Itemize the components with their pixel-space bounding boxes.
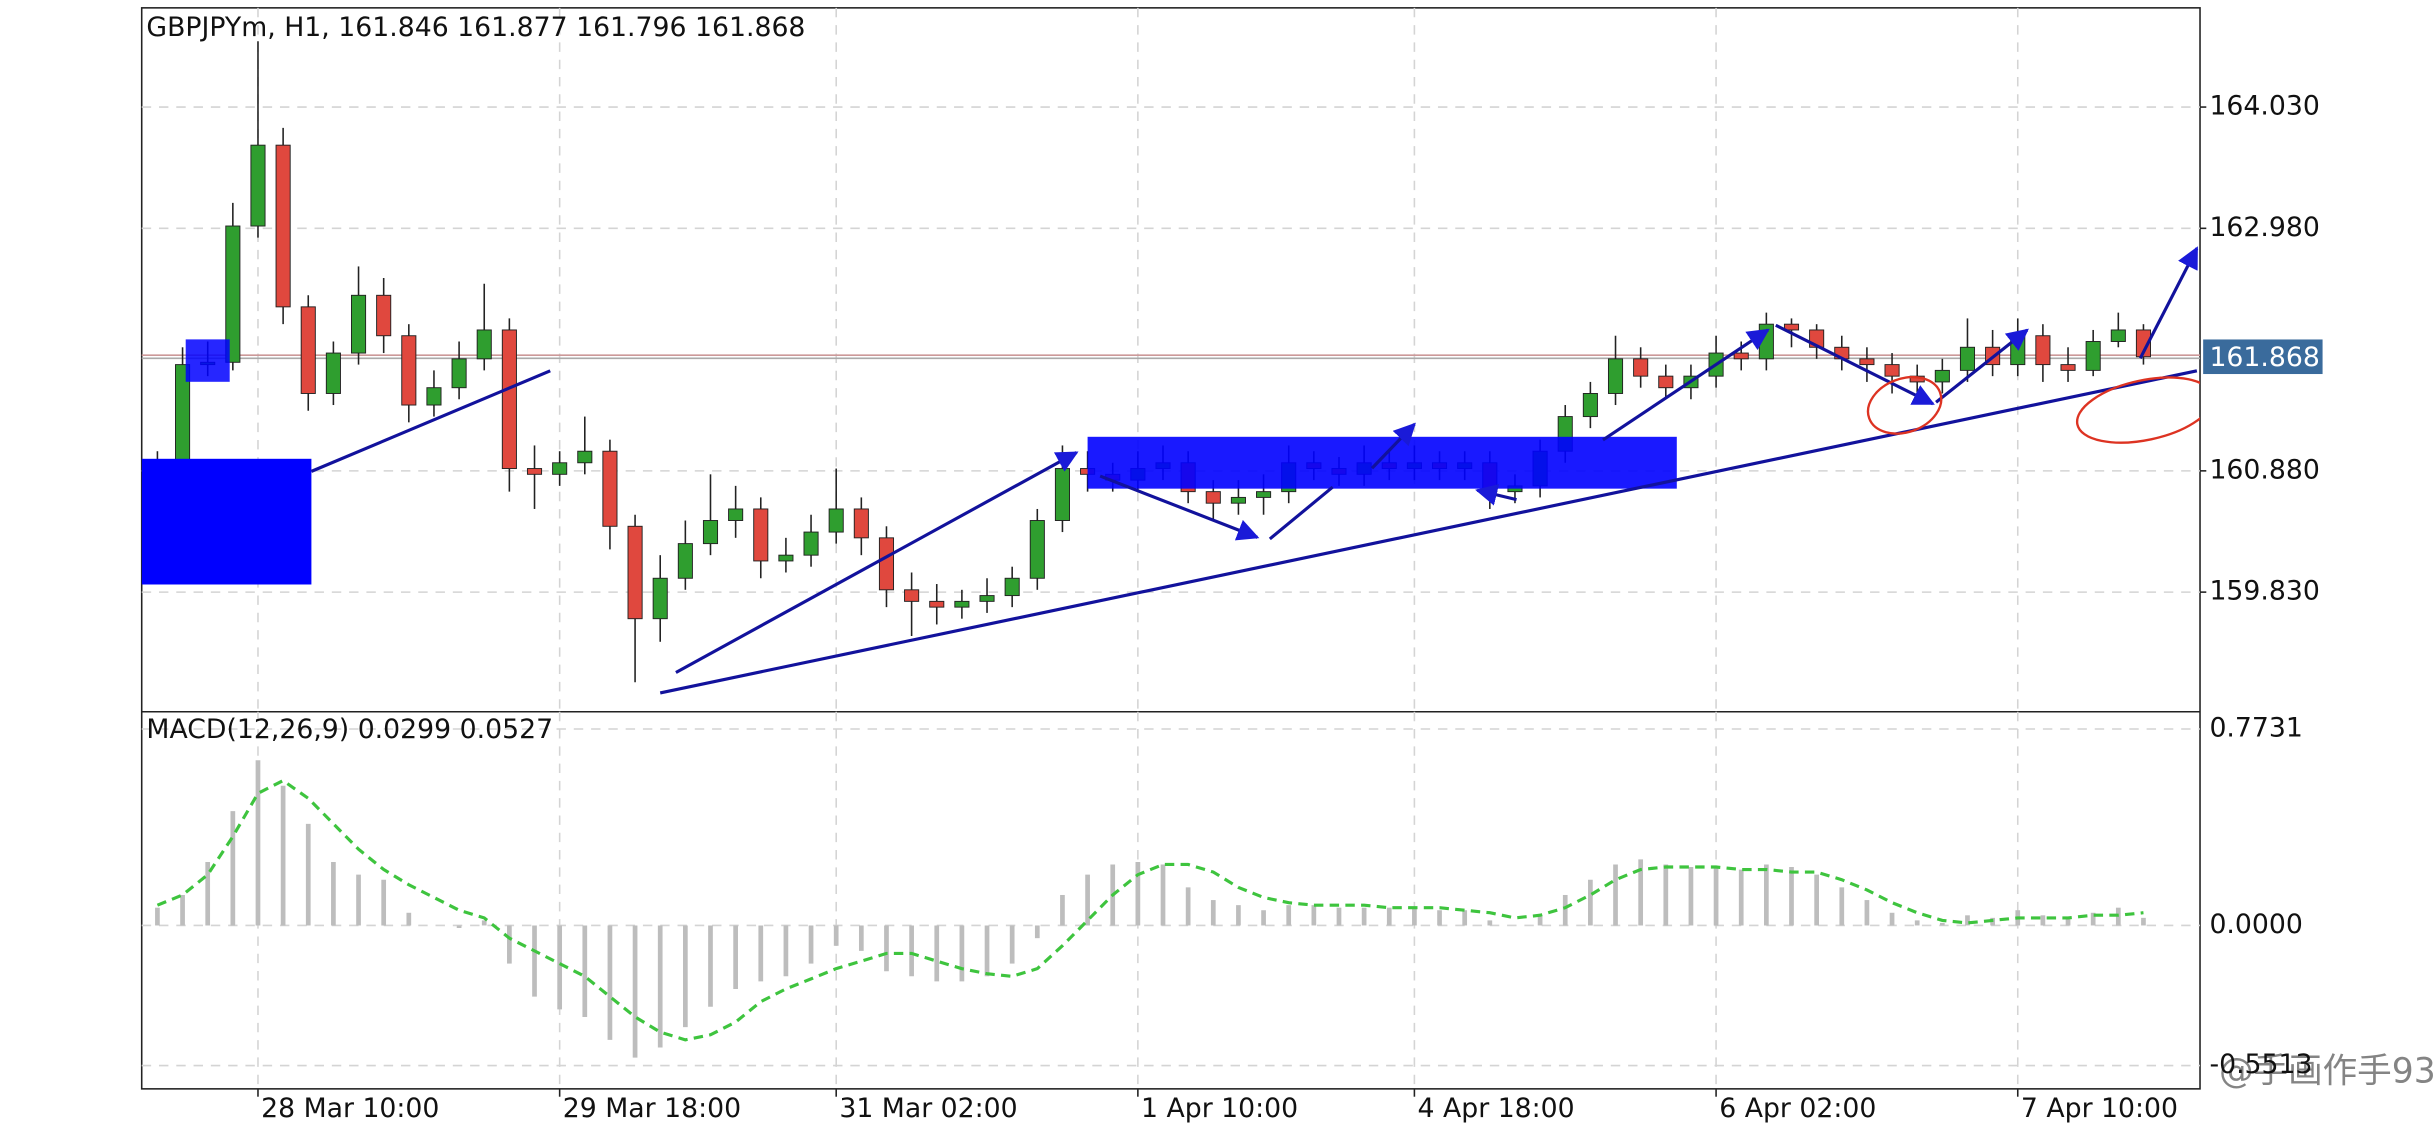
- arrow: [675, 451, 1079, 674]
- zone-box: [185, 339, 230, 382]
- candle-body: [1934, 369, 1950, 383]
- candle-body: [753, 508, 769, 562]
- arrow: [2138, 246, 2199, 359]
- arrow: [1935, 328, 2029, 404]
- trend-line: [659, 369, 2198, 695]
- candle-body: [954, 600, 970, 608]
- x-tick-label: 28 Mar 10:00: [261, 1093, 439, 1124]
- last-price-label: 161.868: [2209, 342, 2319, 373]
- candle-body: [878, 537, 895, 591]
- arrow: [1370, 422, 1416, 470]
- candle-body: [728, 508, 744, 521]
- zone-box: [1087, 436, 1677, 489]
- candle-body: [1859, 358, 1875, 366]
- watermark: @手画作手93: [2219, 1052, 2436, 1092]
- candle-body: [376, 294, 392, 337]
- x-tick-label: 4 Apr 18:00: [1418, 1093, 1575, 1124]
- arrow: [1268, 485, 1334, 541]
- plot-frame: [140, 7, 2201, 1090]
- candle-body: [300, 306, 316, 394]
- x-tick-label: 6 Apr 02:00: [1719, 1093, 1876, 1124]
- candle-body: [526, 468, 543, 475]
- candle-body: [778, 554, 794, 562]
- candle-body: [2060, 364, 2076, 371]
- candle-body: [501, 329, 517, 470]
- candle-body: [1733, 352, 1749, 360]
- chart-title: GBPJPYm, H1, 161.846 161.877 161.796 161…: [146, 12, 805, 43]
- signal-line: [156, 778, 2144, 1042]
- candle-body: [325, 352, 341, 394]
- candle-body: [552, 462, 568, 475]
- candle-body: [476, 329, 492, 360]
- y-tick-label: -0.5513: [2209, 1049, 2312, 1080]
- circle-mark: [2075, 376, 2201, 444]
- y-tick-label: 162.980: [2209, 212, 2319, 243]
- x-tick-label: 7 Apr 10:00: [2021, 1093, 2178, 1124]
- candle-body: [1256, 491, 1272, 498]
- candle-body: [1783, 323, 1800, 331]
- candle-body: [1230, 496, 1246, 504]
- candle-body: [904, 589, 920, 602]
- candle-body: [225, 225, 241, 363]
- candle-body: [652, 577, 668, 620]
- candle-body: [1004, 577, 1020, 597]
- x-tick-label: 31 Mar 02:00: [839, 1093, 1017, 1124]
- candle-body: [350, 294, 367, 354]
- candle-body: [1633, 358, 1649, 377]
- candle-body: [828, 508, 844, 533]
- y-tick-label: 159.830: [2209, 576, 2319, 607]
- candle-body: [401, 335, 417, 406]
- candle-body: [853, 508, 869, 539]
- candle-body: [2110, 329, 2126, 342]
- candle-body: [2035, 335, 2051, 366]
- candle-body: [1607, 358, 1624, 394]
- x-tick-label: 29 Mar 18:00: [563, 1093, 741, 1124]
- circle-mark: [1866, 375, 1943, 435]
- candle-body: [1054, 468, 1070, 521]
- candle-body: [602, 450, 618, 527]
- y-tick-label: 0.0000: [2209, 909, 2302, 940]
- arrow: [1475, 484, 1517, 506]
- candle-body: [702, 520, 719, 545]
- arrow: [1775, 323, 1935, 406]
- arrow: [1602, 328, 1770, 442]
- y-tick-label: 164.030: [2209, 91, 2319, 122]
- candle-body: [1658, 375, 1674, 389]
- arrow: [1099, 474, 1260, 541]
- candle-body: [979, 595, 995, 602]
- y-tick-label: 160.880: [2209, 454, 2319, 485]
- grid: [141, 7, 2207, 1097]
- last-price-box: [2203, 339, 2323, 375]
- candle-body: [451, 358, 467, 389]
- candle-body: [1884, 364, 1900, 377]
- candle-body: [1205, 491, 1221, 504]
- candle-body: [1582, 393, 1598, 418]
- candle-body: [2085, 341, 2101, 371]
- indicator-title: MACD(12,26,9) 0.0299 0.0527: [146, 714, 553, 745]
- candle-body: [803, 531, 819, 556]
- candle-body: [677, 543, 693, 579]
- candle-body: [426, 387, 442, 406]
- candle-body: [929, 600, 945, 608]
- marks: [149, 41, 2151, 1058]
- candle-body: [1959, 346, 1976, 371]
- candle-body: [250, 144, 266, 227]
- candle-body: [2135, 329, 2151, 358]
- candle-body: [577, 450, 593, 464]
- candle-body: [1029, 520, 1045, 579]
- annotations: [141, 246, 2201, 695]
- candle-body: [275, 144, 291, 308]
- y-tick-label: 0.7731: [2209, 713, 2302, 744]
- trend-line: [310, 369, 551, 473]
- candle-body: [627, 525, 643, 620]
- zone-box: [141, 458, 312, 585]
- x-tick-label: 1 Apr 10:00: [1141, 1093, 1298, 1124]
